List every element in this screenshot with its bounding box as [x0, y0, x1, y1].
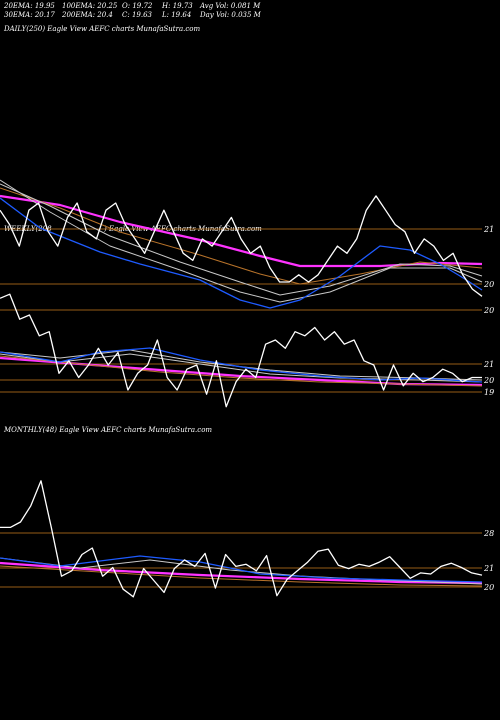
weekly-ema-line: [0, 353, 483, 383]
header-open: O: 19.72: [122, 2, 153, 10]
header-ema100: 100EMA: 20.25: [62, 2, 118, 10]
header-day-vol: Day Vol: 0.035 M: [200, 11, 261, 19]
daily-ema-line: [0, 179, 483, 303]
daily-ema-line: [0, 183, 483, 296]
daily-ema-line: [0, 194, 483, 268]
weekly-y-tick-label: 21: [483, 360, 494, 369]
weekly-y-tick-label: 20: [483, 376, 494, 385]
monthly-y-tick-label: 21: [483, 564, 494, 573]
weekly-ema-line: [0, 355, 483, 387]
daily-ema-line: [0, 187, 483, 285]
daily-ema-line: [0, 197, 483, 309]
daily-price-line: [0, 195, 483, 297]
header-high: H: 19.73: [162, 2, 193, 10]
weekly-y-tick-label: 19: [484, 388, 494, 397]
daily-y-tick-label: 20: [483, 306, 494, 315]
header-low: L: 19.64: [162, 11, 192, 19]
header-ema20: 20EMA: 19.95: [4, 2, 55, 10]
header-ema200: 200EMA: 20.4: [62, 11, 113, 19]
monthly-price-line: [0, 480, 483, 598]
monthly-y-tick-label: 20: [483, 583, 494, 592]
monthly-y-tick-label: 28: [483, 529, 494, 538]
monthly-ema-line: [0, 555, 483, 583]
monthly-ema-line: [0, 565, 483, 587]
monthly-ema-line: [0, 561, 483, 585]
header-ema30: 30EMA: 20.17: [4, 11, 55, 19]
weekly-ema-line: [0, 356, 483, 387]
monthly-panel-label: MONTHLY(48) Eagle View AEFC charts Munaf…: [4, 426, 213, 434]
daily-panel-label: DAILY(250) Eagle View AEFC charts Munafa…: [4, 25, 201, 33]
header-close: C: 19.63: [122, 11, 152, 19]
header-avg-vol: Avg Vol: 0.081 M: [200, 2, 261, 10]
daily-y-tick-label: 20: [483, 280, 494, 289]
weekly-price-line: [0, 293, 482, 408]
daily-y-tick-label: 21: [483, 225, 494, 234]
